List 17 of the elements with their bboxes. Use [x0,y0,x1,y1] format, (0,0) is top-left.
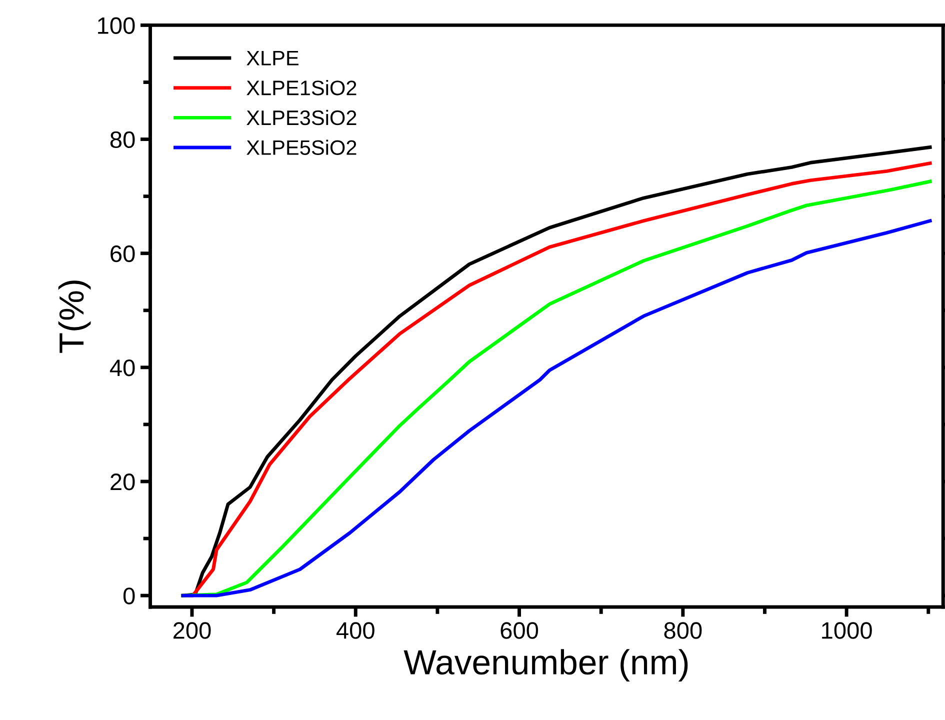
x-axis-title: Wavenumber (nm) [404,649,688,682]
x-tick-label: 600 [500,622,538,639]
y-tick-label: 60 [110,245,135,262]
legend-label: XLPE5SiO2 [246,140,356,156]
y-axis-title: T(%) [58,280,91,353]
legend-label: XLPE [246,50,298,66]
y-tick-label: 20 [110,474,135,490]
y-tick-label: 100 [98,17,135,34]
y-tick-label: 40 [110,359,135,376]
x-tick-label: 800 [664,622,702,639]
y-tick-label: 80 [110,131,135,148]
x-tick-label: 1000 [822,622,872,639]
x-tick-label: 400 [336,622,374,639]
x-tick-label: 200 [173,622,211,639]
legend-label: XLPE1SiO2 [246,80,356,96]
y-tick-label: 0 [123,588,135,604]
legend-label: XLPE3SiO2 [246,110,356,126]
